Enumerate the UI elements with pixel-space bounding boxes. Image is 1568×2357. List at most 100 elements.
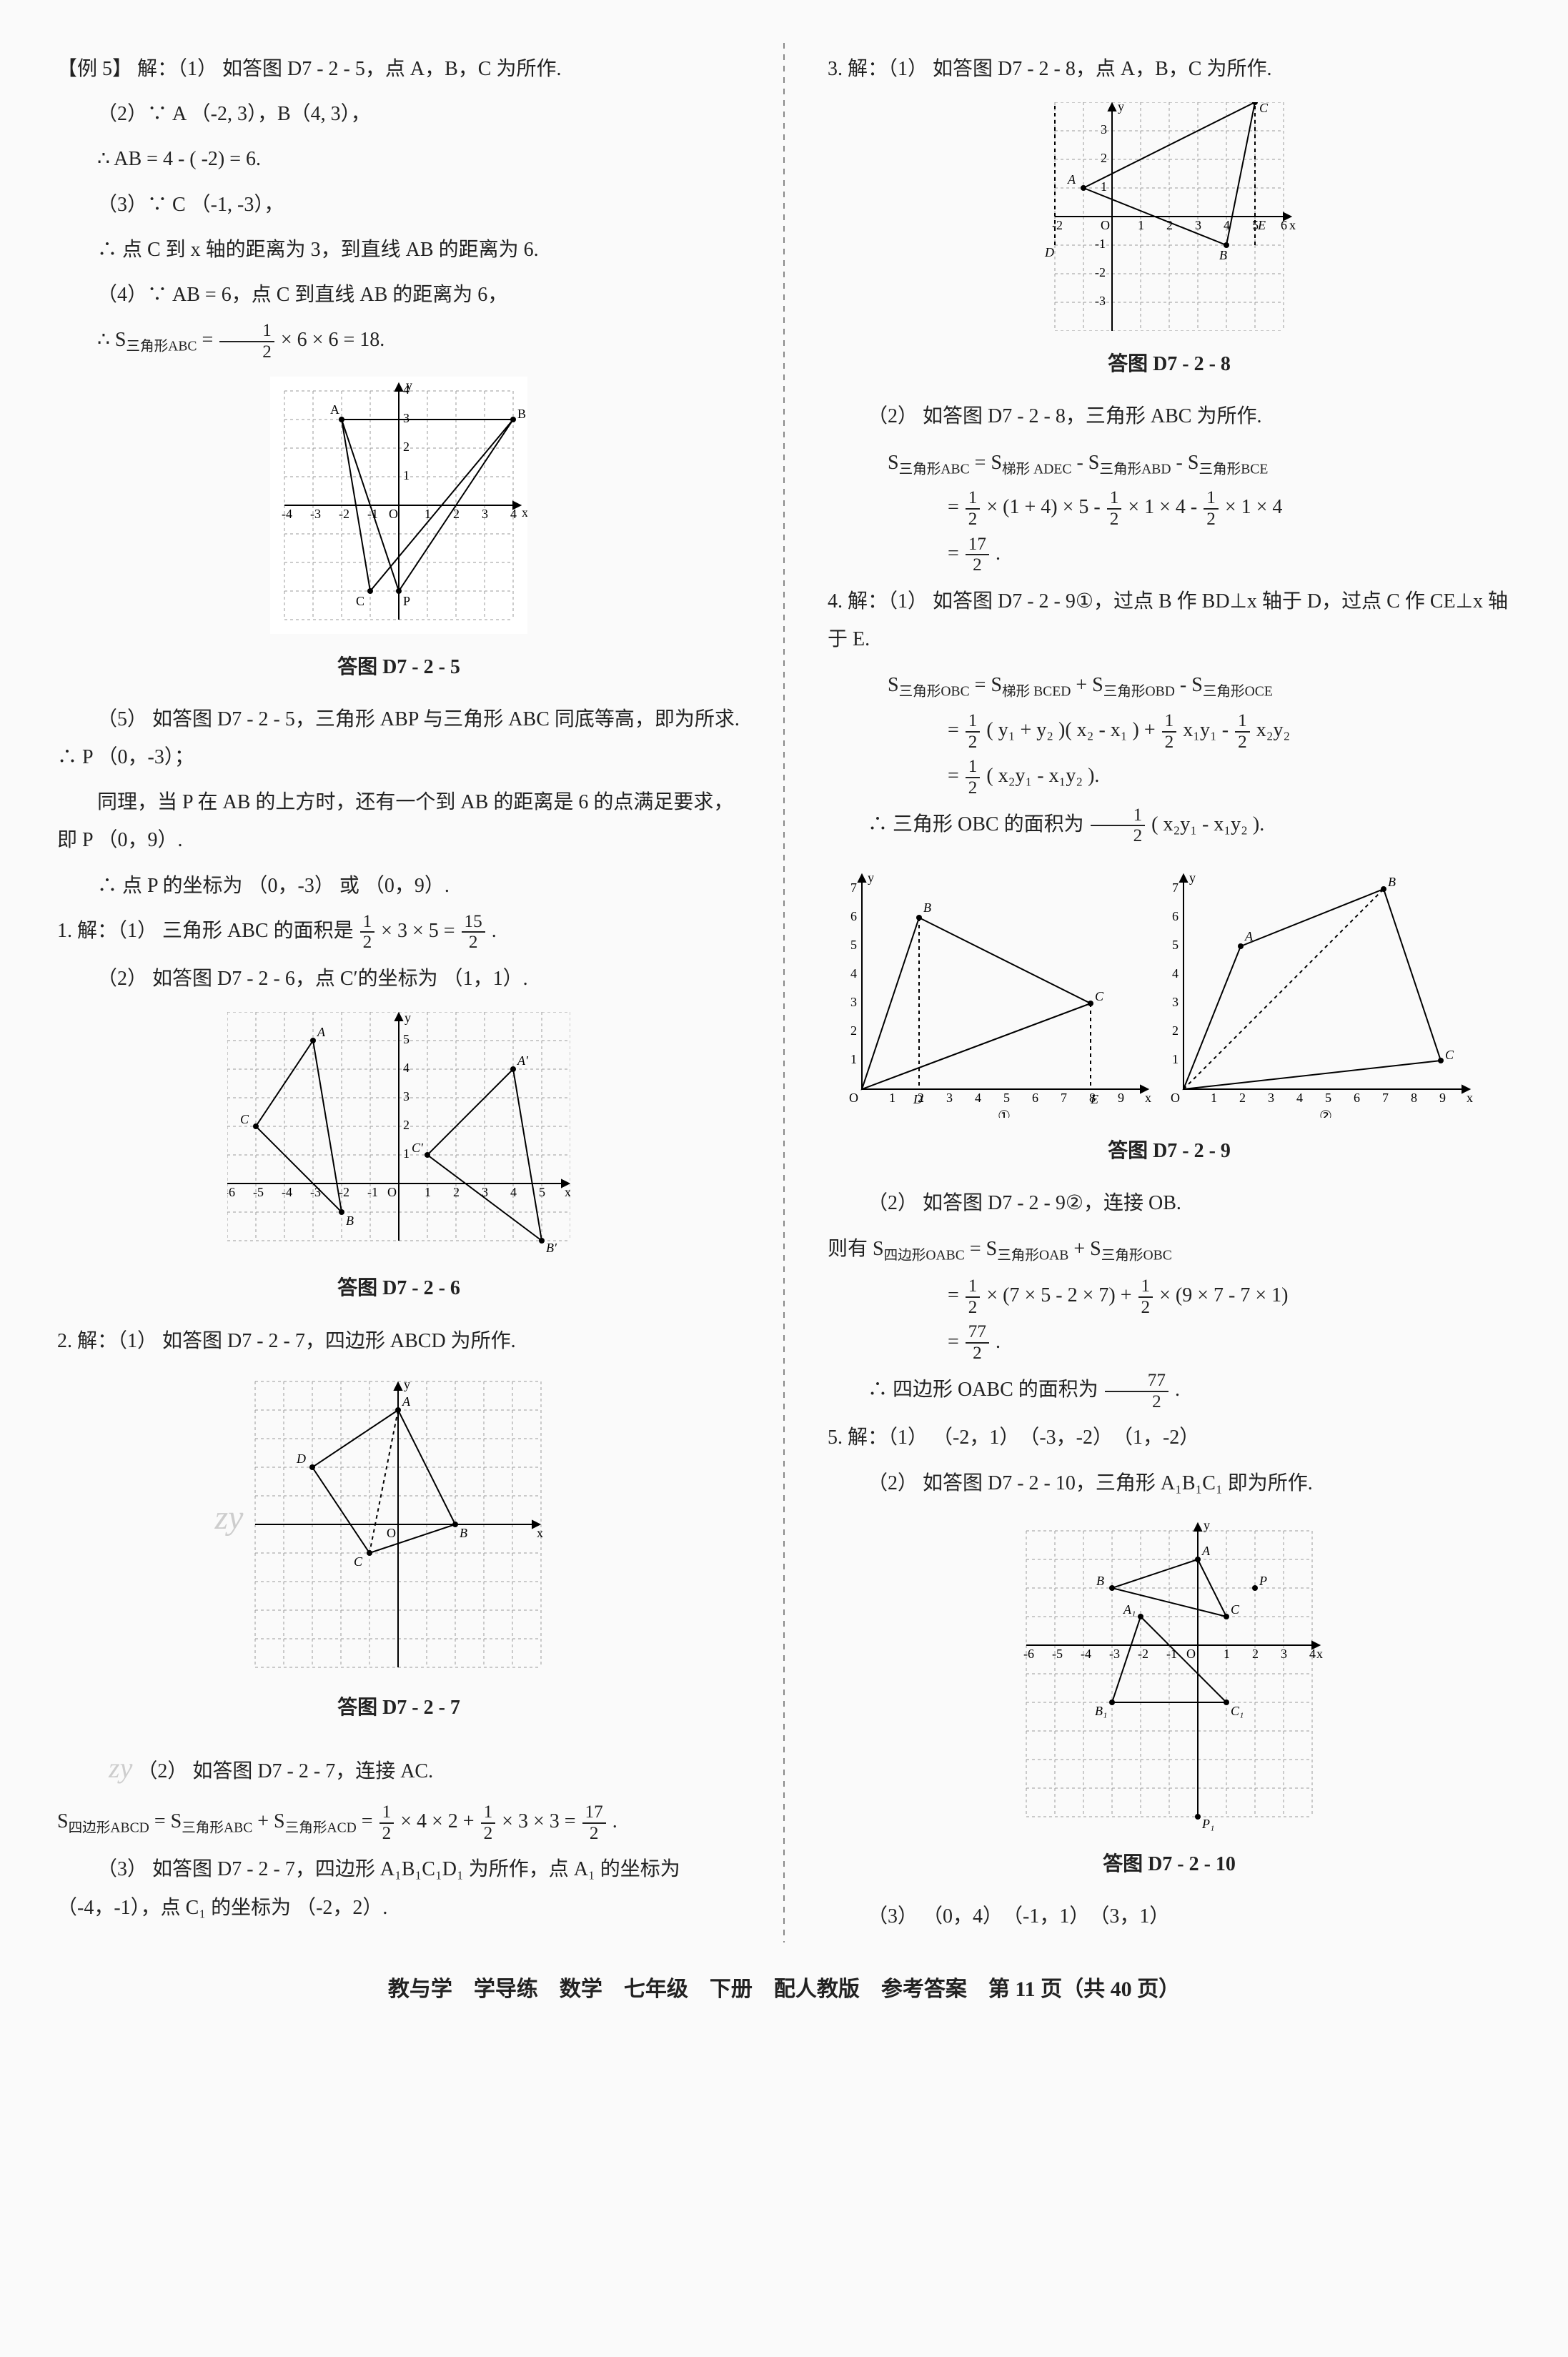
q5-line2: （2） 如答图 D7 - 2 - 10，三角形 A₁B₁C₁ 即为所作. [828,1464,1511,1502]
svg-text:2: 2 [1101,151,1107,165]
page-footer: 教与学 学导练 数学 七年级 下册 配人教版 参考答案 第 11 页（共 40 … [57,1971,1511,2003]
svg-text:-4: -4 [282,1185,292,1199]
svg-text:E: E [1090,1092,1098,1106]
svg-text:②: ② [1319,1108,1332,1118]
svg-text:1: 1 [403,468,410,482]
q1-line2: （2） 如答图 D7 - 2 - 6，点 C′的坐标为 （1，1）. [57,960,740,998]
caption-d7-2-8: 答图 D7 - 2 - 8 [828,345,1511,383]
q2-line3: （3） 如答图 D7 - 2 - 7，四边形 A₁B₁C₁D₁ 为所作，点 A₁… [57,1850,740,1926]
q4-conclusion2: ∴ 四边形 OABC 的面积为 772 . [828,1371,1511,1411]
figure-d7-2-5: xyO -4-3-2-1 1234 1234 A B [57,377,740,634]
svg-text:-1: -1 [367,1185,378,1199]
figure-d7-2-7: zy xyO A B [57,1374,740,1674]
ex5-line6: （4）∵ AB = 6，点 C 到直线 AB 的距离为 6， [57,276,740,314]
svg-text:5: 5 [1325,1091,1331,1105]
svg-text:3: 3 [850,995,857,1009]
svg-text:2: 2 [453,1185,460,1199]
q3-line2: （2） 如答图 D7 - 2 - 8，三角形 ABC 为所作. [828,397,1511,435]
figure-d7-2-10: xyO -6-5-4-3-2-1 1234 A B C P A₁ B₁ [828,1517,1511,1831]
svg-text:D: D [913,1092,923,1106]
svg-text:3: 3 [1101,122,1107,137]
q4-eq1: S三角形OBC = S梯形 BCED + S三角形OBD - S三角形OCE [888,665,1511,706]
svg-text:x: x [1145,1091,1151,1105]
svg-text:A: A [1201,1544,1211,1558]
svg-text:7: 7 [1382,1091,1389,1105]
svg-text:B: B [923,900,931,915]
svg-text:O: O [1101,218,1110,232]
svg-text:4: 4 [850,966,857,981]
svg-text:C₁: C₁ [1231,1704,1244,1718]
svg-text:4: 4 [975,1091,981,1105]
q4-line2: （2） 如答图 D7 - 2 - 9②，连接 OB. [828,1184,1511,1222]
caption-d7-2-10: 答图 D7 - 2 - 10 [828,1845,1511,1883]
svg-text:-3: -3 [1109,1647,1120,1661]
figure-d7-2-6: xyO -6-5-4-3-2-1 12345 12345 A B C A′ B′… [57,1012,740,1255]
ex5-line5: ∴ 点 C 到 x 轴的距离为 3，到直线 AB 的距离为 6. [57,231,740,269]
svg-text:6: 6 [1354,1091,1360,1105]
q5-line3: （3） （0，4） （-1，1） （3，1） [828,1897,1511,1935]
svg-text:B: B [1219,248,1227,262]
svg-text:1: 1 [1224,1647,1230,1661]
svg-text:5: 5 [1003,1091,1010,1105]
svg-text:-2: -2 [1052,218,1063,232]
svg-text:2: 2 [403,1118,410,1132]
q3-line1: 3. 解：（1） 如答图 D7 - 2 - 8，点 A，B，C 为所作. [828,50,1511,88]
svg-text:O: O [1186,1647,1196,1661]
svg-text:-2: -2 [1095,265,1106,279]
svg-text:P: P [403,594,410,608]
q4-conclusion: ∴ 三角形 OBC 的面积为 12 ( x₂y₁ - x₁y₂ ). [828,805,1511,846]
svg-text:D: D [296,1452,306,1466]
q4-eq4: 则有 S四边形OABC = S三角形OAB + S三角形OBC [828,1230,1511,1269]
svg-text:6: 6 [1032,1091,1038,1105]
column-divider [783,43,785,1942]
q3-eq2: = 12 × (1 + 4) × 5 - 12 × 1 × 4 - 12 × 1… [948,487,1511,529]
svg-text:6: 6 [1172,909,1179,923]
svg-text:7: 7 [850,880,857,895]
svg-text:3: 3 [1281,1647,1287,1661]
svg-text:C: C [240,1112,249,1126]
svg-text:3: 3 [946,1091,953,1105]
svg-text:O: O [387,1526,396,1540]
svg-text:B: B [460,1526,467,1540]
svg-text:1: 1 [1172,1052,1179,1066]
q2-line1: 2. 解：（1） 如答图 D7 - 2 - 7，四边形 ABCD 为所作. [57,1322,740,1360]
svg-text:1: 1 [403,1146,410,1161]
svg-text:8: 8 [1411,1091,1417,1105]
svg-text:4: 4 [1172,966,1179,981]
caption-d7-2-7: 答图 D7 - 2 - 7 [57,1689,740,1727]
svg-text:C: C [1231,1602,1240,1617]
ex5-line7: ∴ S三角形ABC = 12 × 6 × 6 = 18. [57,321,740,362]
svg-text:1: 1 [425,1185,431,1199]
ex5-line3: ∴ AB = 4 - ( -2) = 6. [57,140,740,178]
ex5-line4: （3）∵ C （-1, -3）， [57,186,740,224]
svg-text:-3: -3 [310,1185,321,1199]
caption-d7-2-9: 答图 D7 - 2 - 9 [828,1132,1511,1170]
svg-text:B′: B′ [546,1241,557,1255]
svg-text:3: 3 [403,411,410,425]
svg-text:A: A [1244,929,1254,943]
svg-text:4: 4 [1309,1647,1316,1661]
svg-text:1: 1 [1101,179,1107,194]
ex5-line2: （2）∵ A （-2, 3），B（4, 3）， [57,95,740,133]
svg-text:A: A [402,1394,411,1409]
svg-text:4: 4 [403,1061,410,1075]
q3-eq1: S三角形ABC = S梯形 ADEC - S三角形ABD - S三角形BCE [888,443,1511,484]
svg-text:2: 2 [403,440,410,454]
q4-line1: 4. 解：（1） 如答图 D7 - 2 - 9①，过点 B 作 BD⊥x 轴于 … [828,582,1511,658]
q2-line2: zy （2） 如答图 D7 - 2 - 7，连接 AC. [57,1741,740,1795]
svg-text:1: 1 [889,1091,895,1105]
q4-eq5: = 12 × (7 × 5 - 2 × 7) + 12 × (9 × 7 - 7… [948,1276,1511,1317]
svg-text:x: x [565,1185,570,1199]
svg-text:1: 1 [1211,1091,1217,1105]
svg-text:-6: -6 [1023,1647,1034,1661]
svg-text:x: x [1467,1091,1473,1105]
svg-text:C: C [1259,102,1269,115]
q4-eq3: = 12 ( x₂y₁ - x₁y₂ ). [948,756,1511,798]
svg-text:y: y [868,870,874,885]
svg-text:6: 6 [1281,218,1287,232]
svg-text:1: 1 [850,1052,857,1066]
svg-text:y: y [404,1377,410,1391]
svg-text:P₁: P₁ [1201,1817,1214,1831]
svg-text:x: x [537,1526,543,1540]
svg-text:5: 5 [539,1185,545,1199]
